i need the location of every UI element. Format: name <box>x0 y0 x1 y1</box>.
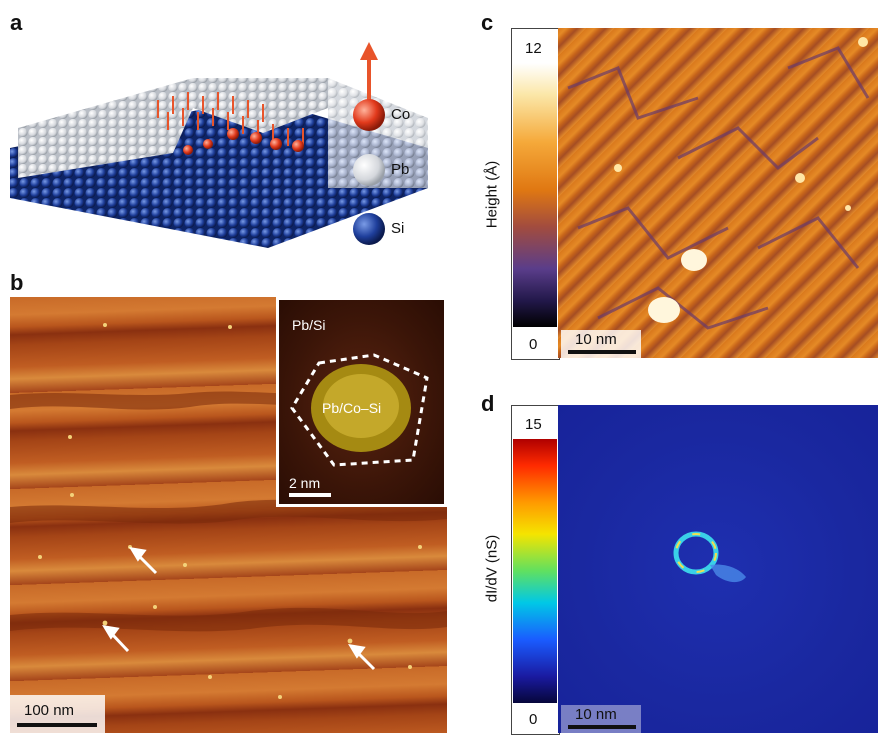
panel-b-letter: b <box>10 270 24 295</box>
colorbar-d <box>513 439 557 703</box>
inset-label-pb-co-si: Pb/Co–Si <box>322 400 382 416</box>
inset-image <box>276 297 447 507</box>
legend-label-pb: Pb <box>391 161 410 178</box>
didv-map-image-d <box>558 405 878 733</box>
inset-label-pb-si: Pb/Si <box>292 317 326 333</box>
colorbar-c-min: 0 <box>529 336 538 353</box>
inset-scalebar <box>289 493 331 497</box>
colorbar-c-label: Height (Å) <box>483 160 501 229</box>
stm-topography-image-c <box>558 28 878 358</box>
crystal-structure-illustration <box>10 42 428 248</box>
colorbar-d-min: 0 <box>529 711 538 728</box>
legend-label-co: Co <box>391 106 411 123</box>
panel-a-letter: a <box>10 10 23 35</box>
scalebar-label-c: 10 nm <box>575 331 617 348</box>
inset-scalebar-label: 2 nm <box>289 475 321 491</box>
scalebar-label-b: 100 nm <box>24 702 75 719</box>
colorbar-c-max: 12 <box>525 40 542 57</box>
panel-c-letter: c <box>481 10 494 35</box>
colorbar-d-label: dI/dV (nS) <box>483 534 501 603</box>
panel-d-letter: d <box>481 391 495 416</box>
scalebar-c <box>568 350 636 354</box>
scalebar-label-d: 10 nm <box>575 706 617 723</box>
scalebar-b <box>17 723 97 727</box>
scalebar-d <box>568 725 636 729</box>
colorbar-d-max: 15 <box>525 416 542 433</box>
legend-label-si: Si <box>391 220 405 237</box>
colorbar-c <box>513 63 557 327</box>
